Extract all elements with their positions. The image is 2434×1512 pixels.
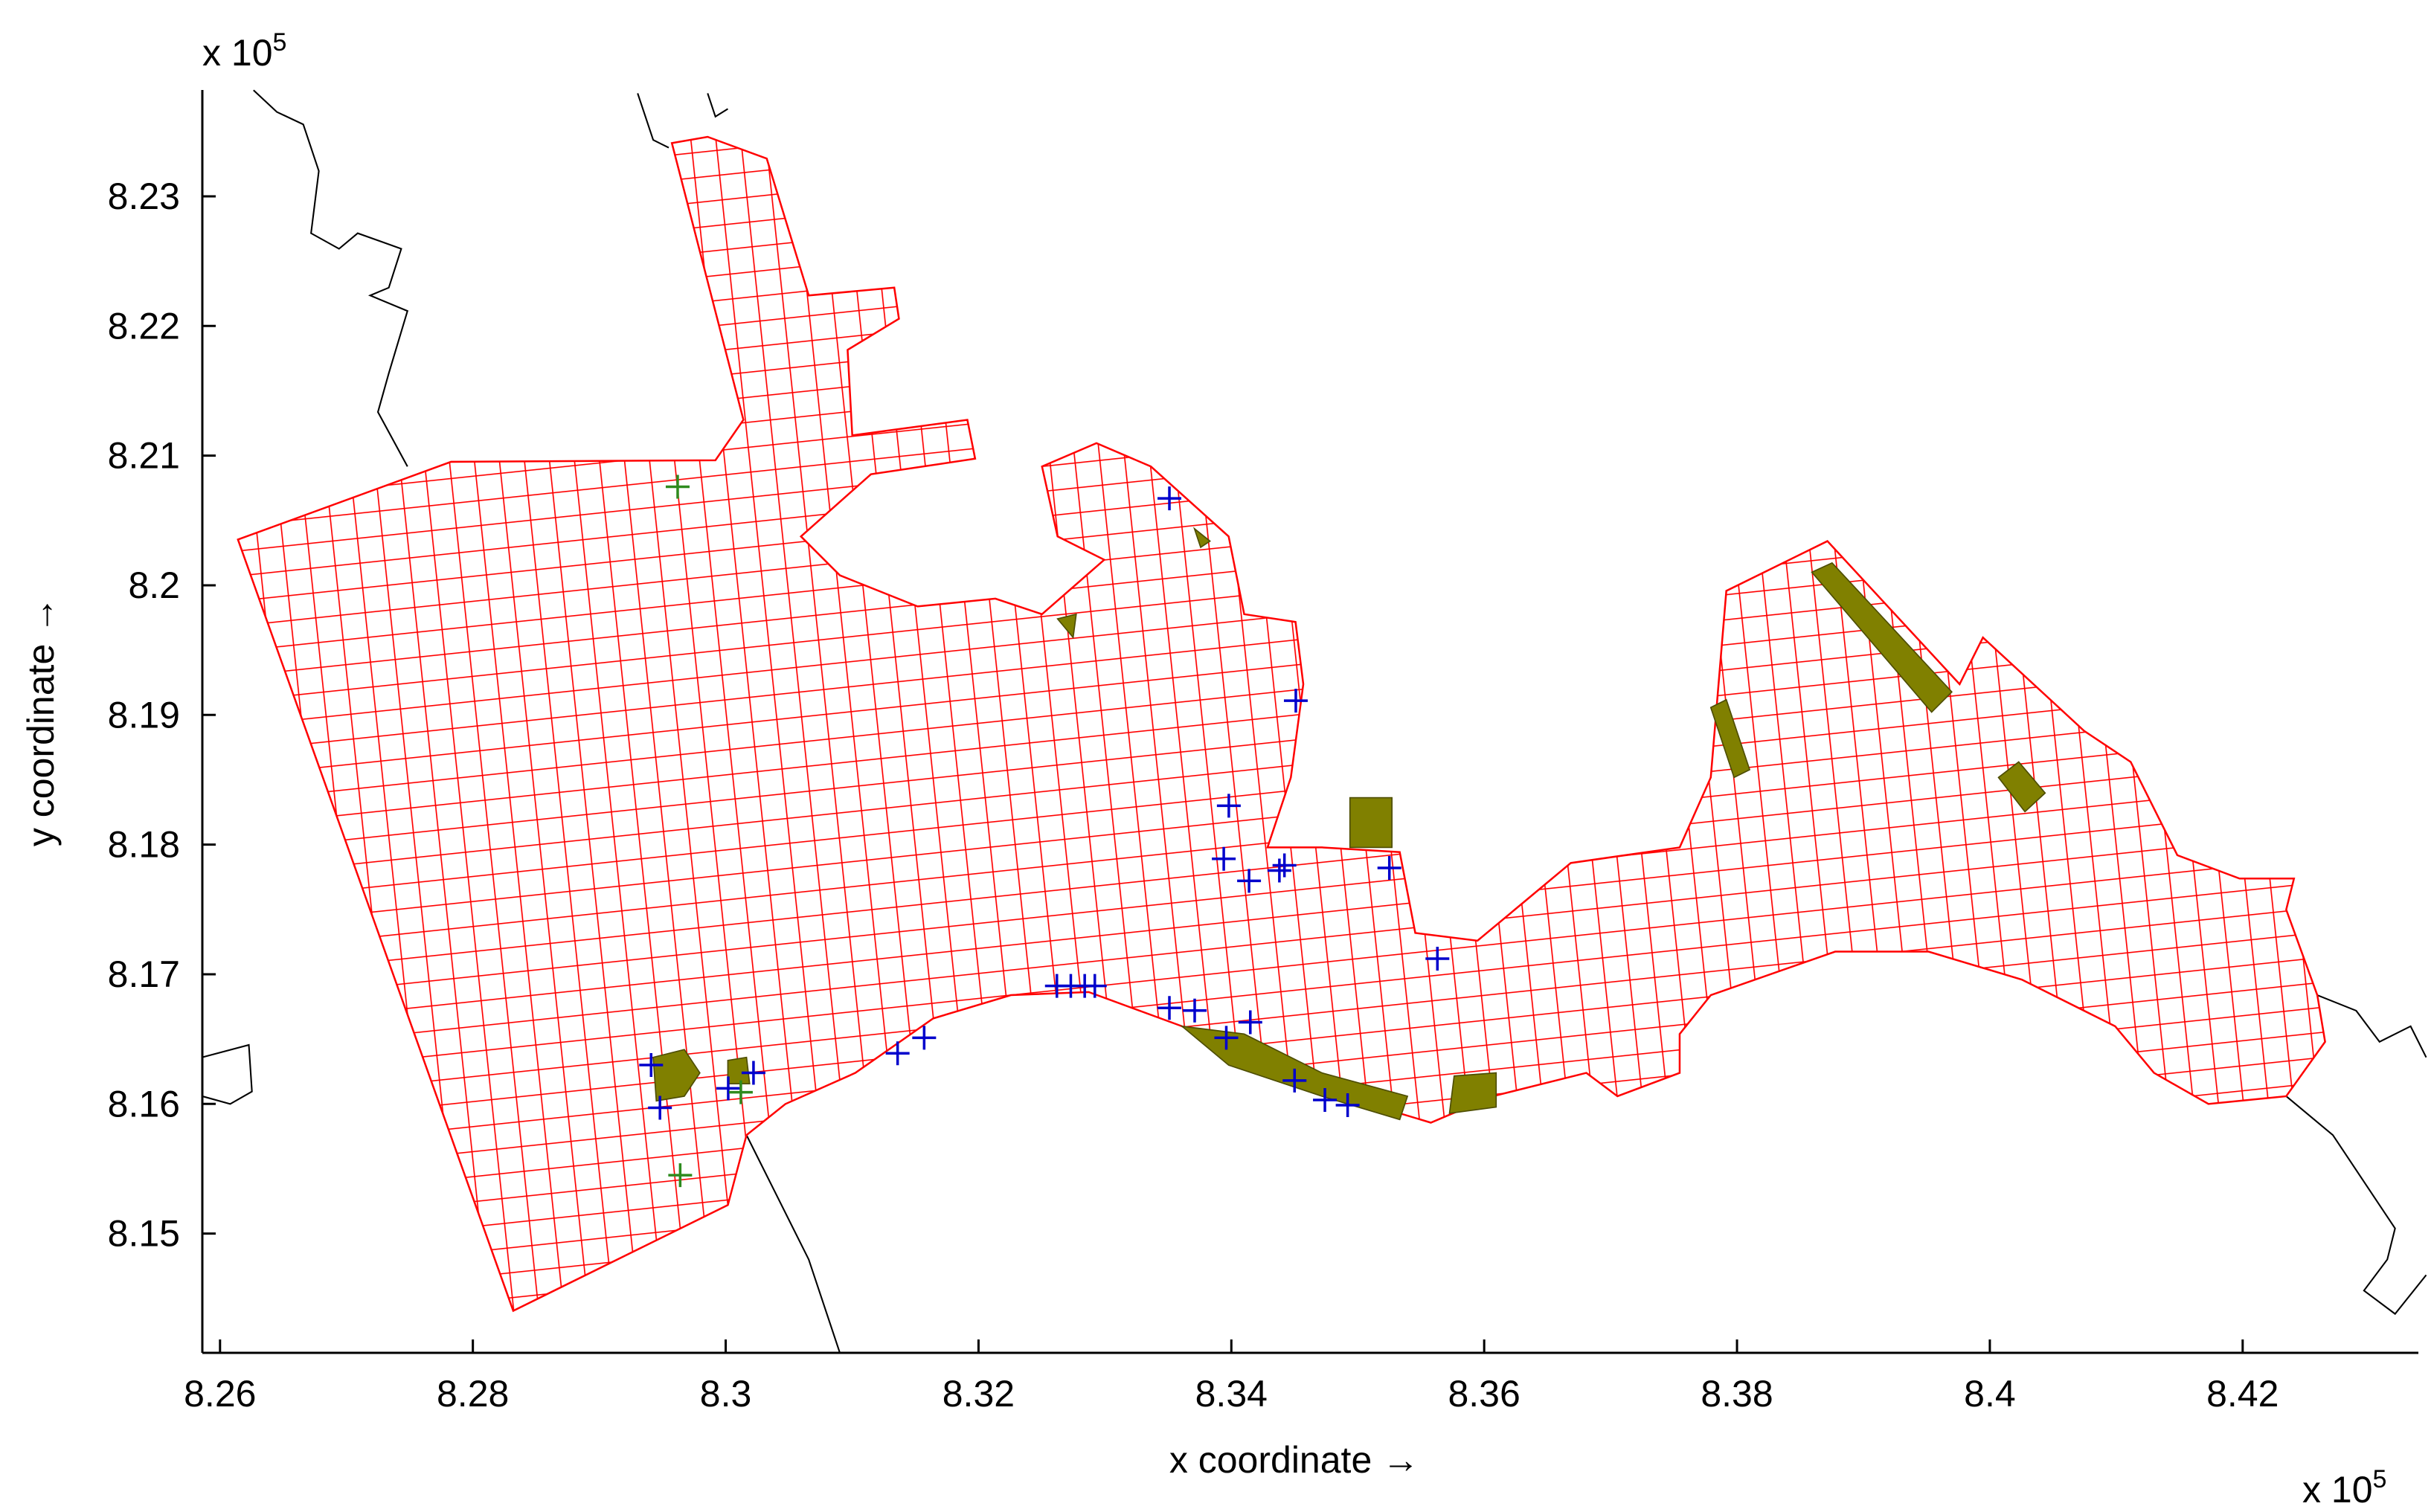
x-tick-label: 8.28: [437, 1373, 509, 1415]
page: {"chart_data": { "type": "scatter", "xla…: [0, 0, 2434, 1512]
x-multiplier: x 105: [2302, 1465, 2386, 1511]
x-tick-label: 8.3: [700, 1373, 752, 1415]
y-multiplier-base: x 10: [202, 32, 273, 74]
x-multiplier-base: x 10: [2302, 1469, 2373, 1511]
x-tick-label: 8.36: [1448, 1373, 1520, 1415]
x-tick-label: 8.42: [2206, 1373, 2279, 1415]
x-tick-label: 8.34: [1195, 1373, 1268, 1415]
x-tick-label: 8.38: [1701, 1373, 1773, 1415]
x-tick-label: 8.4: [1964, 1373, 2016, 1415]
y-tick-label: 8.15: [108, 1213, 180, 1255]
y-axis-label: y coordinate →: [20, 596, 62, 846]
x-tick-label: 8.26: [184, 1373, 256, 1415]
chart: x coordinate → y coordinate → x 105 x 10…: [0, 0, 2434, 1512]
x-axis-label: x coordinate →: [1169, 1439, 1419, 1481]
y-tick-label: 8.21: [108, 435, 180, 477]
y-tick-label: 8.16: [108, 1083, 180, 1125]
y-tick-label: 8.23: [108, 176, 180, 217]
y-tick-label: 8.2: [128, 564, 180, 606]
x-multiplier-power: 5: [2373, 1465, 2387, 1493]
x-tick-label: 8.32: [943, 1373, 1015, 1415]
y-multiplier: x 105: [202, 28, 286, 74]
model-grid: [238, 137, 2325, 1310]
map-layer: [202, 90, 2427, 1353]
y-tick-label: 8.22: [108, 305, 180, 347]
y-tick-label: 8.19: [108, 694, 180, 736]
y-multiplier-power: 5: [273, 28, 287, 57]
y-tick-label: 8.18: [108, 824, 180, 866]
y-tick-label: 8.17: [108, 953, 180, 995]
